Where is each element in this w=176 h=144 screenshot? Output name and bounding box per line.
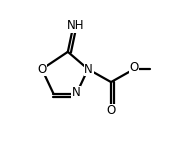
Text: O: O: [106, 104, 116, 117]
Text: N: N: [84, 63, 93, 76]
Text: O: O: [37, 63, 46, 76]
Text: NH: NH: [67, 19, 84, 32]
Text: O: O: [130, 61, 139, 74]
Text: N: N: [71, 86, 80, 99]
